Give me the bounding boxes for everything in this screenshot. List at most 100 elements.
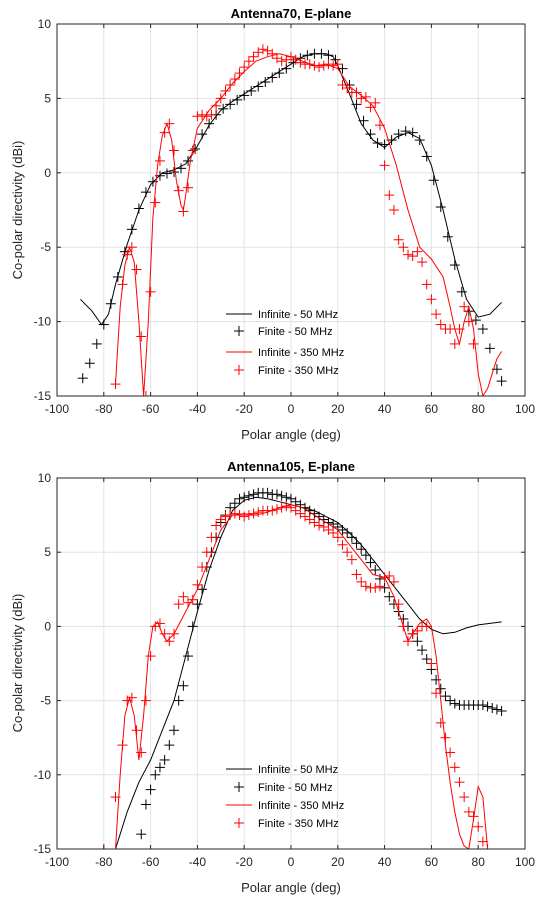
chart-2-y-axis-label: Co-polar directivity (dBi) (10, 594, 25, 733)
plus-marker (468, 338, 479, 349)
plus-marker (360, 91, 371, 102)
plus-marker (84, 358, 95, 369)
plus-marker (384, 570, 395, 581)
y-tick-label: 10 (38, 471, 52, 485)
series-line (115, 496, 502, 849)
plus-marker (412, 636, 423, 647)
plus-marker (281, 492, 292, 503)
plus-marker (403, 249, 413, 260)
plus-marker (253, 81, 264, 92)
plus-marker (431, 688, 442, 699)
plus-marker (110, 792, 121, 803)
plus-marker (159, 754, 170, 765)
plus-marker (197, 584, 208, 595)
legend-item-label: Infinite - 350 MHz (258, 800, 344, 812)
plus-marker (384, 190, 395, 201)
plus-marker (122, 249, 133, 260)
x-tick-label: 40 (378, 855, 392, 869)
x-tick-label: 100 (515, 402, 535, 416)
plus-marker (342, 527, 353, 538)
plus-marker (246, 85, 257, 96)
chart-1-title: Antenna70, E-plane (231, 6, 352, 21)
plus-marker (370, 97, 381, 108)
plus-marker (426, 294, 437, 305)
plus-marker (154, 618, 165, 629)
plus-marker (140, 695, 151, 706)
legend-swatch-marker (234, 782, 244, 792)
chart-2: -100 -80 -60 -40 -20 0 20 40 60 80 100 -15 -10 -5 0 5 10… (10, 459, 535, 895)
plus-marker (412, 625, 423, 636)
legend-item-label: Infinite - 50 MHz (258, 309, 338, 321)
plus-marker (197, 109, 208, 120)
plus-marker (248, 51, 259, 62)
plus-marker (398, 621, 409, 632)
plus-marker (234, 68, 245, 79)
chart-1-ticks: -100 -80 -60 -40 -20 0 20 40 60 80 100 -15 -10 -5 0 5 10 (34, 17, 536, 416)
plus-marker (281, 63, 292, 74)
plus-marker (356, 93, 367, 104)
plus-marker (374, 120, 385, 131)
plus-marker (229, 508, 240, 519)
plus-marker (454, 324, 465, 335)
plus-marker (169, 725, 179, 736)
plus-marker (414, 135, 425, 146)
plus-marker (197, 562, 208, 573)
x-tick-label: -40 (189, 402, 207, 416)
plus-marker (342, 82, 353, 93)
plus-marker (332, 532, 343, 543)
plus-marker (229, 74, 240, 85)
plus-marker (178, 206, 189, 217)
chart-2-plot-area (98, 487, 507, 849)
y-tick-label: 5 (44, 545, 51, 559)
plus-marker (136, 331, 147, 342)
plus-marker (435, 319, 446, 330)
plus-marker (449, 338, 460, 349)
plus-marker (356, 576, 367, 587)
plus-marker (267, 48, 278, 59)
plus-marker (360, 550, 371, 561)
plus-marker (145, 784, 156, 795)
plus-marker (365, 102, 376, 113)
plus-marker (267, 72, 278, 83)
y-tick-label: 5 (44, 91, 51, 105)
plus-marker (477, 700, 488, 711)
plus-marker (229, 498, 240, 509)
plus-marker (412, 246, 423, 257)
y-tick-label: -15 (34, 842, 52, 856)
plus-marker (456, 286, 467, 297)
plus-marker (428, 175, 439, 186)
plus-marker (239, 492, 250, 503)
plus-marker (477, 836, 488, 847)
chart-1-x-axis-label: Polar angle (deg) (241, 427, 341, 442)
plus-marker (484, 343, 495, 354)
plus-marker (131, 725, 142, 736)
series-line (115, 53, 503, 396)
plus-marker (314, 62, 325, 73)
plus-marker (421, 654, 432, 665)
plus-marker (145, 651, 156, 662)
plus-marker (234, 493, 245, 504)
x-tick-label: 0 (288, 402, 295, 416)
plus-marker (206, 532, 217, 543)
x-tick-label: -60 (142, 855, 160, 869)
y-tick-label: -5 (40, 240, 51, 254)
plus-marker (183, 155, 194, 166)
plus-marker (126, 224, 137, 235)
plus-marker (318, 60, 329, 71)
plus-marker (328, 60, 339, 71)
plus-marker (133, 203, 144, 214)
plus-marker (445, 324, 456, 335)
plus-marker (426, 658, 437, 669)
plus-marker (388, 205, 399, 215)
legend-item-label: Finite - 350 MHz (258, 818, 339, 830)
plus-marker (431, 309, 442, 320)
plus-marker (435, 683, 446, 694)
plus-marker (328, 527, 339, 538)
legend-item-label: Finite - 50 MHz (258, 326, 333, 338)
plus-marker (442, 231, 453, 242)
plus-marker (225, 99, 236, 110)
plus-marker (248, 508, 259, 519)
plus-marker (473, 821, 484, 832)
series-markers (98, 501, 493, 849)
